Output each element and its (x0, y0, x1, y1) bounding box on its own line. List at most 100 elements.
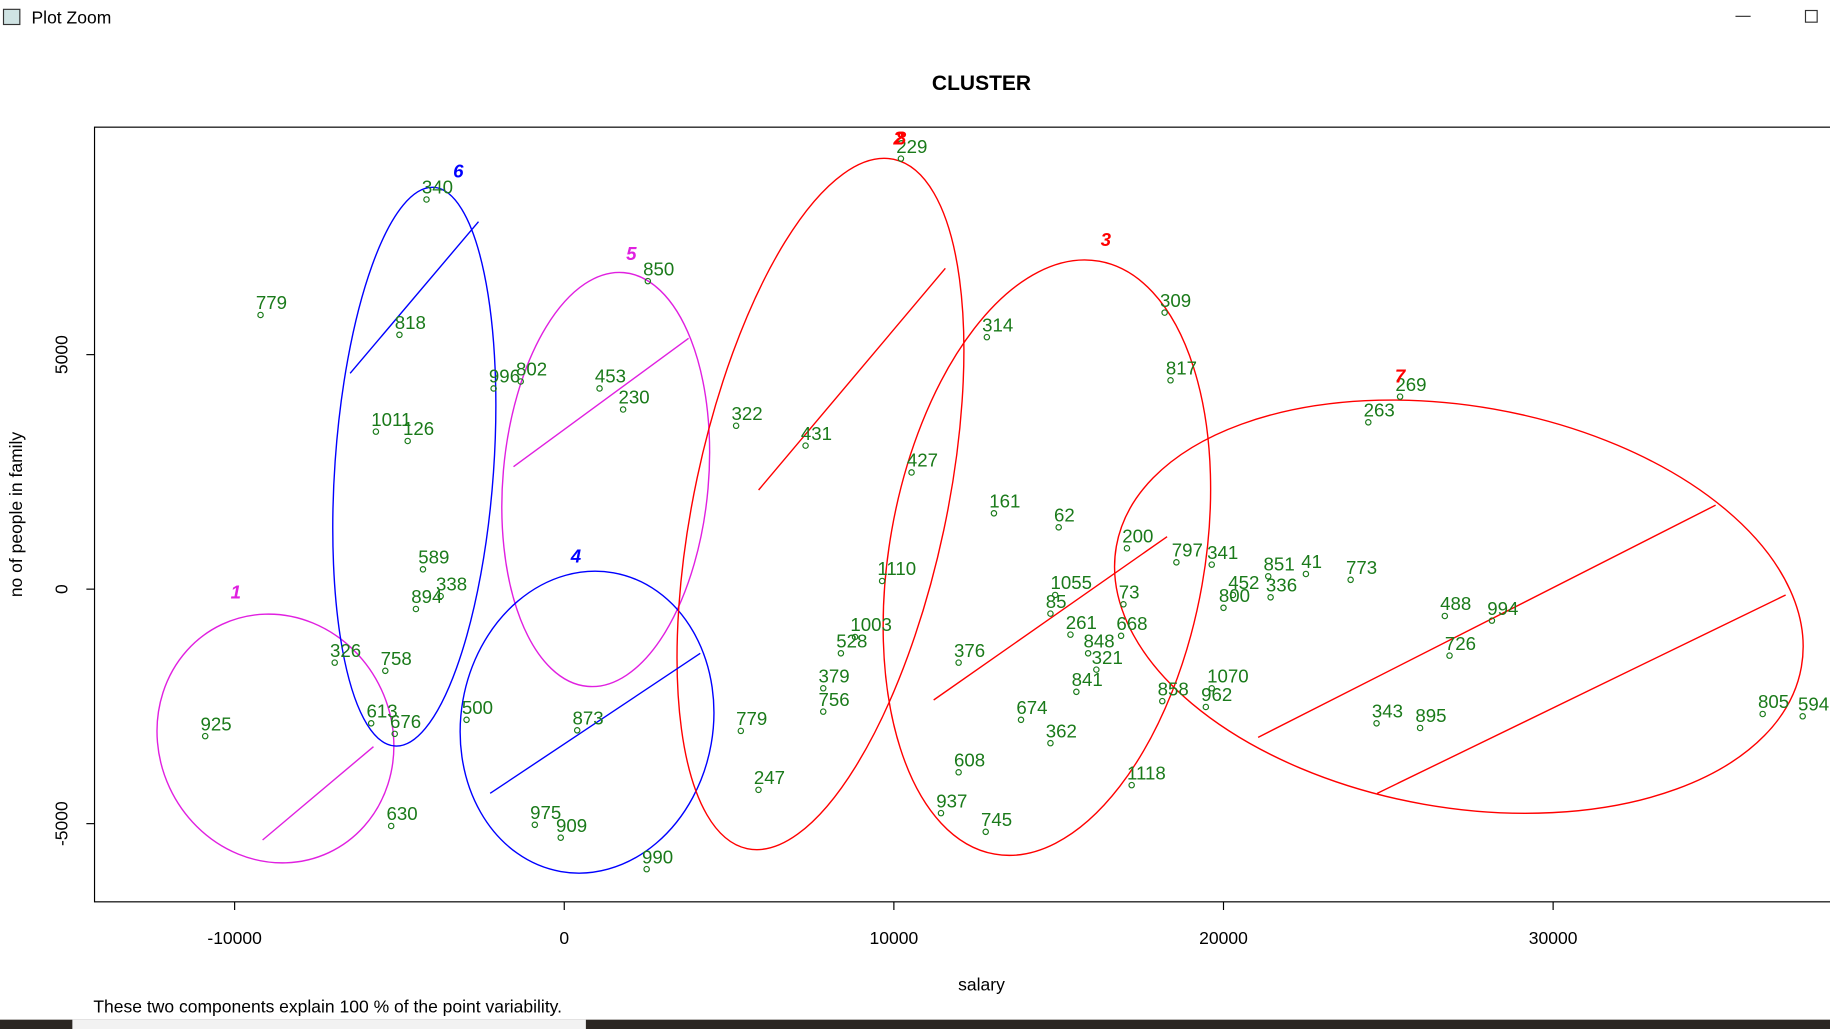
point-label: 841 (1072, 669, 1103, 690)
point-label: 996 (489, 366, 520, 387)
point (463, 716, 470, 724)
point-label: 805 (1758, 691, 1789, 712)
point-label: 161 (989, 490, 1020, 511)
point (1220, 604, 1227, 612)
point (878, 577, 886, 585)
point-label: 802 (516, 359, 547, 380)
point (732, 422, 740, 430)
point (990, 510, 998, 517)
point (819, 685, 827, 692)
point-label: 452 (1228, 572, 1259, 593)
point (382, 667, 389, 675)
point (1759, 710, 1766, 718)
x-axis-label: salary (958, 975, 1005, 995)
point (644, 277, 652, 285)
point (331, 659, 338, 666)
point-label: 73 (1119, 581, 1140, 602)
point (1047, 610, 1054, 617)
point (1123, 545, 1131, 552)
hatch (513, 337, 689, 468)
point-label: 975 (530, 802, 561, 823)
point (897, 155, 905, 162)
point-label: 336 (1266, 574, 1297, 595)
point-label: 376 (954, 640, 985, 661)
point (1229, 591, 1237, 599)
point (1416, 724, 1424, 732)
chart-title: CLUSTER (932, 72, 1031, 95)
cluster-label: 6 (453, 160, 464, 181)
point (1093, 666, 1100, 673)
point-label: 895 (1415, 705, 1446, 726)
point (619, 406, 627, 413)
point-label: 427 (907, 450, 938, 471)
point-label: 797 (1172, 539, 1203, 560)
point (802, 442, 809, 449)
hatch (933, 536, 1168, 701)
point (1128, 781, 1135, 789)
ellipse (156, 613, 395, 864)
cluster-label: 1 (231, 581, 241, 602)
point-label: 745 (981, 809, 1012, 830)
point (1117, 632, 1125, 640)
point (201, 732, 209, 740)
point-label: 200 (1122, 525, 1153, 546)
point (372, 428, 380, 435)
point (573, 727, 581, 734)
point (1396, 393, 1404, 400)
point-label: 779 (736, 708, 767, 729)
point (387, 822, 395, 830)
hatch (262, 746, 374, 841)
point (1347, 576, 1354, 584)
ellipse (882, 259, 1212, 857)
point (412, 605, 420, 613)
cluster-label: 3 (1101, 229, 1112, 250)
point-label: 937 (936, 790, 967, 811)
point (1055, 524, 1062, 531)
restore-button[interactable] (1804, 9, 1818, 23)
point-label: 848 (1083, 630, 1114, 651)
point-label: 341 (1207, 542, 1238, 563)
point (837, 650, 845, 657)
point-label: 322 (731, 403, 762, 424)
point-label: 589 (418, 546, 449, 567)
point (404, 437, 411, 445)
footnote: These two components explain 100 % of th… (93, 997, 562, 1017)
hatch (489, 652, 701, 794)
point-label: 309 (1160, 290, 1191, 311)
point-label: 1003 (850, 614, 892, 635)
x-tick-label: 10000 (870, 928, 919, 948)
point (1084, 650, 1092, 657)
point-label: 340 (422, 177, 453, 198)
point-label: 994 (1487, 598, 1518, 619)
point-label: 1011 (371, 409, 411, 430)
point (1373, 720, 1380, 727)
point-label: 1070 (1207, 665, 1249, 686)
taskbar-item (72, 1019, 586, 1029)
point (1067, 631, 1074, 638)
point-label: 756 (819, 689, 850, 710)
point (937, 809, 945, 817)
point-label: 261 (1066, 612, 1097, 633)
point (1173, 559, 1180, 566)
point-label: 773 (1346, 557, 1377, 578)
point-label: 500 (462, 697, 493, 718)
point (755, 786, 762, 794)
taskbar (0, 1019, 1830, 1029)
point-label: 263 (1364, 399, 1395, 420)
point-label: 1118 (1127, 762, 1166, 783)
point (1208, 685, 1215, 692)
point (983, 333, 991, 341)
point-label: 247 (754, 767, 785, 788)
point (1264, 573, 1272, 580)
y-tick-label: 0 (52, 584, 72, 594)
point-label: 379 (819, 665, 850, 686)
point (517, 378, 524, 385)
point (1120, 601, 1127, 608)
point-label: 362 (1046, 720, 1077, 741)
point-label: 229 (896, 136, 927, 157)
point (1488, 617, 1496, 624)
point (982, 828, 989, 836)
point-label: 62 (1054, 504, 1075, 525)
window-icon (2, 8, 21, 26)
